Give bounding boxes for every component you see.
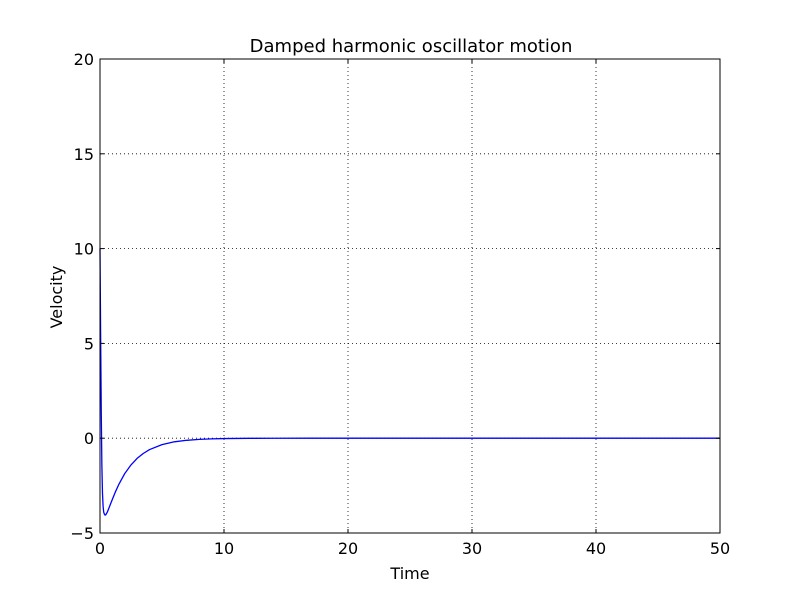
- x-tick-label: 0: [95, 539, 105, 558]
- x-tick-label: 30: [462, 539, 482, 558]
- x-tick-labels: 0 10 20 30 40 50: [95, 539, 730, 558]
- chart-title: Damped harmonic oscillator motion: [250, 36, 573, 57]
- plot-area-frame: [99, 58, 721, 534]
- y-tick-label: 0: [84, 429, 94, 448]
- tick-marks: [99, 58, 721, 534]
- x-tick-label: 20: [338, 539, 358, 558]
- x-tick-label: 50: [710, 539, 730, 558]
- y-tick-label: 10: [74, 240, 94, 259]
- x-tick-label: 10: [214, 539, 234, 558]
- y-tick-label: 20: [74, 50, 94, 69]
- series-line: [99, 248, 720, 516]
- series-layer: [99, 248, 720, 516]
- x-tick-label: 40: [586, 539, 606, 558]
- y-tick-label: −5: [70, 524, 94, 543]
- x-axis-label: Time: [389, 564, 429, 583]
- y-tick-label: 5: [84, 334, 94, 353]
- y-axis-label: Velocity: [47, 266, 66, 329]
- y-tick-labels: −5 0 5 10 15 20: [70, 50, 94, 543]
- y-tick-label: 15: [74, 145, 94, 164]
